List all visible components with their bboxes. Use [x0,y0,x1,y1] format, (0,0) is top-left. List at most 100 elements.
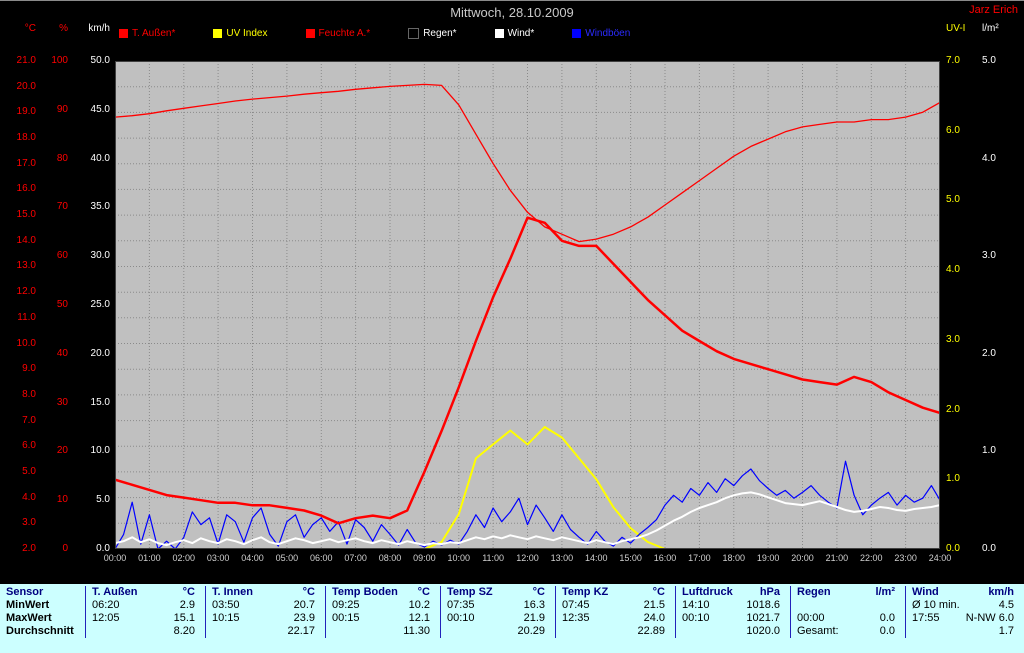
table-cell-wind-min: Ø 10 min. 4.5 [905,599,1024,612]
y-tick-l-m: 4.0 [982,152,996,164]
x-tick: 13:00 [550,553,574,563]
table-cell-regen-min [790,599,905,612]
x-tick: 22:00 [859,553,883,563]
x-tick: 03:00 [206,553,230,563]
y-tick-c: 6.0 [22,440,36,452]
table-cell-temp-sz-header: Temp SZ °C [440,586,555,599]
y-tick-uv-i: 5.0 [946,194,960,206]
y-tick-l-m: 2.0 [982,347,996,359]
table-cell-luftdruck-max: 00:10 1021.7 [675,612,790,625]
y-tick-c: 5.0 [22,465,36,477]
plot-area [115,61,940,549]
y-tick-c: 19.0 [16,106,36,118]
y-tick-c: 2.0 [22,543,36,554]
legend-label: Windböen [585,28,631,39]
y-tick-uv-i: 4.0 [946,264,960,276]
y-tick-: 30 [56,396,68,408]
y-tick-uv-i: 0.0 [946,543,960,554]
table-cell-luftdruck-header: Luftdruck hPa [675,586,790,599]
y-tick-c: 20.0 [16,80,36,92]
table-cell-regen-header: Regen l/m² [790,586,905,599]
table-cell-wind-max: 17:55 N-NW 6.0 [905,612,1024,625]
y-tick-: 20 [56,445,68,457]
x-tick: 11:00 [482,553,505,563]
y-tick-c: 7.0 [22,414,36,426]
legend-label: UV Index [226,28,268,39]
y-tick-c: 17.0 [16,157,36,169]
table-cell-t-au-en-header: T. Außen °C [85,586,205,599]
y-tick-km-h: 40.0 [90,152,110,164]
x-tick: 09:00 [413,553,436,563]
table-cell-luftdruck-min: 14:10 1018.6 [675,599,790,612]
x-tick: 06:00 [309,553,333,563]
y-tick-l-m: 1.0 [982,445,996,457]
table-cell-regen-avg: Gesamt: 0.0 [790,625,905,638]
axis-title-kmh: km/h [88,23,110,34]
series-windb-en [115,460,940,549]
table-cell-temp-kz-header: Temp KZ °C [555,586,675,599]
legend-swatch-icon [305,29,315,38]
y-tick-: 90 [56,103,68,115]
y-tick-c: 16.0 [16,183,36,195]
y-tick-km-h: 50.0 [90,55,110,66]
y-tick-km-h: 30.0 [90,250,110,262]
x-tick: 23:00 [894,553,917,563]
table-row-label-max: MaxWert [6,612,52,624]
y-tick-c: 12.0 [16,286,36,298]
table-cell-t-innen-min: 03:50 20.7 [205,599,325,612]
legend-item-regen: Regen* [408,28,457,39]
x-tick: 20:00 [791,553,814,563]
y-tick-l-m: 5.0 [982,55,996,66]
series-wind [115,491,940,547]
y-tick-l-m: 0.0 [982,543,996,554]
y-tick-uv-i: 2.0 [946,403,960,415]
x-tick: 04:00 [241,553,264,563]
y-tick-km-h: 25.0 [90,299,110,310]
x-tick: 01:00 [138,553,161,563]
table-row-label-header: Sensor [6,586,44,598]
table-cell-temp-boden-header: Temp Boden °C [325,586,440,599]
legend-label: T. Außen* [132,28,176,39]
x-tick: 14:00 [584,553,608,563]
legend-item-feuchte-a: Feuchte A.* [305,28,371,39]
chart-canvas [115,61,940,549]
table-cell-temp-kz-min: 07:45 21.5 [555,599,675,612]
legend-swatch-icon [119,29,128,38]
y-tick-uv-i: 3.0 [946,333,960,345]
y-tick-c: 8.0 [22,388,36,400]
table-cell-t-au-en-min: 06:20 2.9 [85,599,205,612]
y-tick-: 80 [56,152,68,164]
y-tick-km-h: 15.0 [90,396,110,408]
table-cell-temp-kz-avg: 22.89 [555,625,675,638]
table-cell-temp-boden-max: 00:15 12.1 [325,612,440,625]
y-tick-c: 11.0 [17,311,36,323]
y-tick-c: 15.0 [16,209,36,221]
table-cell-temp-kz-max: 12:35 24.0 [555,612,675,625]
table-cell-t-innen-avg: 22.17 [205,625,325,638]
y-tick-km-h: 20.0 [90,347,110,359]
table-cell-luftdruck-avg: 1020.0 [675,625,790,638]
x-tick: 05:00 [275,553,299,563]
x-tick: 12:00 [516,553,539,563]
series-uv-index [115,426,940,549]
table-cell-t-innen-header: T. Innen °C [205,586,325,599]
legend-swatch-icon [408,28,420,39]
y-tick-: 70 [56,201,68,213]
y-tick-: 60 [56,250,68,262]
y-tick-c: 14.0 [16,234,36,246]
legend-item-wind: Wind* [494,28,535,39]
y-tick-c: 18.0 [16,132,36,144]
y-tick-l-m: 3.0 [982,250,996,262]
series-feuchte-a [115,83,940,243]
x-tick: 21:00 [825,553,849,563]
x-tick: 18:00 [722,553,746,563]
summary-table: Sensor T. Außen °C T. Innen °C Temp Boden °C Te… [0,584,1024,653]
y-tick-c: 9.0 [22,363,36,375]
table-cell-t-innen-max: 10:15 23.9 [205,612,325,625]
table-cell-temp-boden-min: 09:25 10.2 [325,599,440,612]
legend-label: Feuchte A.* [318,28,371,39]
legend-item-t-au-en: T. Außen* [119,28,175,39]
table-cell-temp-sz-avg: 20.29 [440,625,555,638]
legend-swatch-icon [494,29,504,38]
legend-label: Wind* [507,28,535,39]
